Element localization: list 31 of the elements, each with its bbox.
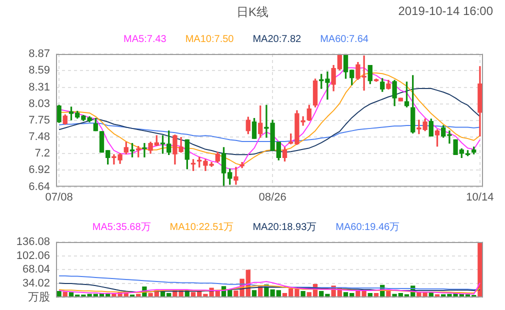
text: MA5:7.43 — [124, 34, 167, 45]
chart-title: 日K线 — [236, 5, 268, 19]
y-tick-label: 6.64 — [28, 180, 50, 193]
x-tick-label: 08/26 — [258, 191, 286, 204]
candlestick — [234, 166, 238, 185]
y-tick-label: 7.2 — [34, 147, 50, 160]
text: MA20:7.82 — [252, 34, 302, 45]
y-tick-label: 6.92 — [28, 164, 50, 176]
y-tick-label: 136.08 — [16, 236, 50, 248]
y-tick-label: 8.87 — [28, 48, 50, 60]
y-tick-label: 8.03 — [28, 98, 50, 110]
chart-subtitle: 2019-10-14 16:00 — [398, 4, 493, 18]
y-tick-label: 8.31 — [28, 81, 50, 94]
bar — [478, 242, 482, 298]
y-tick-label: 8.59 — [28, 64, 50, 77]
y-tick-label: 万股 — [28, 291, 50, 304]
text: MA60:7.64 — [320, 34, 369, 45]
y-tick-label: 7.48 — [28, 130, 50, 143]
candlestick — [142, 143, 147, 158]
y-tick-label: 102.06 — [16, 250, 50, 262]
y-tick-label: 34.02 — [22, 278, 50, 290]
bar — [300, 290, 306, 298]
y-tick-label: 7.75 — [28, 114, 50, 127]
x-tick-label: 07/08 — [45, 191, 73, 204]
text: MA10:7.50 — [185, 34, 234, 45]
x-tick-label: 10/14 — [466, 191, 494, 204]
text: MA20:18.93万 — [252, 222, 317, 233]
y-tick-label: 68.04 — [22, 264, 50, 276]
text: MA5:35.68万 — [92, 222, 151, 233]
text: MA60:19.46万 — [336, 222, 400, 233]
text: MA10:22.51万 — [170, 222, 234, 233]
